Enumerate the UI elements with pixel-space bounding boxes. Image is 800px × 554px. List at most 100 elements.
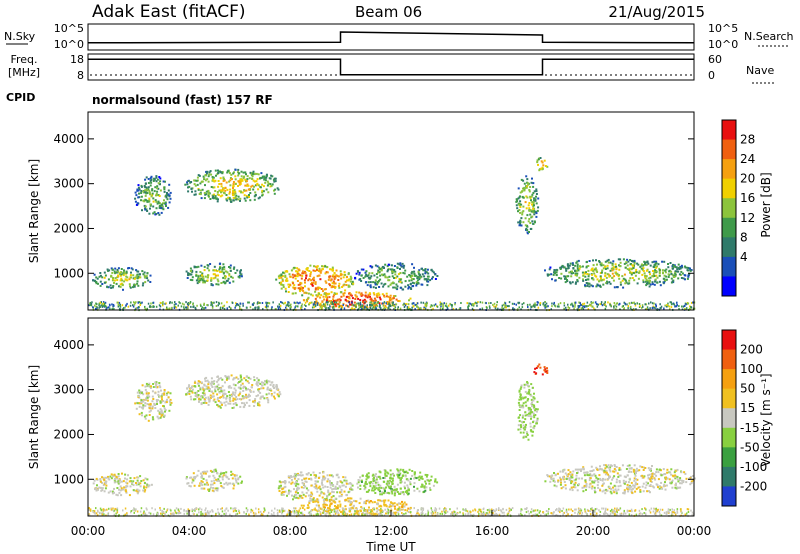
data-cell — [146, 396, 149, 399]
data-cell — [474, 302, 476, 305]
data-cell — [207, 396, 210, 399]
data-cell — [534, 210, 537, 213]
data-cell — [643, 475, 646, 478]
data-cell — [555, 274, 558, 277]
data-cell — [626, 268, 629, 271]
data-cell — [279, 393, 282, 396]
data-cell — [258, 388, 261, 390]
data-cell — [354, 512, 357, 515]
data-cell — [333, 285, 336, 288]
data-cell — [359, 484, 362, 487]
data-cell — [399, 268, 401, 270]
data-cell — [148, 212, 151, 215]
data-cell — [112, 305, 114, 308]
data-cell — [294, 491, 297, 494]
data-cell — [262, 185, 265, 188]
data-cell — [234, 183, 237, 185]
data-cell — [234, 389, 237, 392]
data-cell — [627, 481, 630, 484]
data-cell — [666, 471, 669, 474]
data-cell — [530, 195, 533, 198]
data-cell — [322, 499, 325, 502]
data-cell — [531, 203, 533, 206]
data-cell — [394, 511, 397, 514]
data-cell — [349, 497, 352, 500]
data-cell — [191, 385, 193, 388]
data-cell — [391, 504, 394, 507]
data-cell — [240, 190, 242, 193]
data-cell — [623, 307, 625, 310]
data-cell — [347, 491, 350, 494]
data-cell — [297, 273, 300, 276]
data-cell — [423, 278, 426, 281]
data-cell — [323, 298, 326, 301]
data-cell — [649, 283, 652, 286]
data-cell — [583, 486, 586, 489]
data-cell — [216, 278, 219, 281]
data-cell — [354, 298, 357, 300]
data-cell — [229, 179, 232, 182]
data-cell — [289, 490, 292, 493]
data-cell — [266, 388, 269, 391]
data-cell — [346, 275, 348, 278]
data-cell — [389, 299, 392, 301]
data-cell — [310, 293, 313, 296]
data-cell — [138, 489, 141, 492]
data-cell — [636, 282, 639, 285]
data-cell — [285, 304, 288, 307]
data-cell — [136, 391, 139, 394]
data-cell — [535, 195, 537, 198]
data-cell — [93, 279, 96, 282]
data-cell — [336, 491, 339, 494]
data-cell — [394, 295, 397, 297]
data-cell — [384, 282, 387, 285]
data-cell — [203, 483, 206, 486]
data-cell — [331, 488, 334, 491]
data-cell — [559, 470, 562, 473]
data-cell — [265, 381, 268, 384]
data-cell — [210, 377, 213, 380]
data-cell — [686, 307, 688, 310]
data-cell — [305, 477, 308, 480]
data-cell — [195, 307, 197, 310]
data-cell — [101, 304, 104, 307]
data-cell — [678, 273, 681, 276]
data-cell — [248, 301, 250, 304]
data-cell — [255, 180, 258, 183]
data-cell — [570, 482, 573, 485]
data-cell — [607, 473, 610, 476]
data-cell — [238, 392, 241, 395]
data-cell — [295, 490, 298, 492]
data-cell — [212, 490, 215, 493]
data-cell — [287, 301, 289, 304]
data-cell — [533, 425, 536, 428]
data-cell — [210, 173, 213, 176]
data-cell — [135, 194, 138, 197]
data-cell — [237, 478, 240, 481]
data-cell — [221, 394, 224, 397]
nsky-tick-bottom: 10^0 — [54, 38, 84, 51]
data-cell — [198, 484, 201, 487]
data-cell — [670, 272, 673, 275]
data-cell — [396, 285, 399, 288]
data-cell — [526, 178, 529, 181]
data-cell — [321, 300, 324, 303]
data-cell — [252, 390, 255, 393]
data-cell — [387, 491, 390, 494]
data-cell — [399, 264, 402, 267]
data-cell — [211, 382, 214, 384]
data-cell — [365, 270, 368, 273]
data-cell — [361, 474, 364, 477]
data-cell — [228, 191, 231, 194]
data-cell — [351, 506, 354, 509]
data-cell — [455, 308, 457, 311]
data-cell — [642, 281, 645, 284]
data-cell — [216, 398, 219, 401]
data-cell — [105, 305, 108, 308]
data-cell — [133, 303, 136, 306]
data-cell — [297, 492, 299, 494]
data-cell — [643, 260, 646, 263]
data-cell — [232, 383, 235, 386]
data-cell — [185, 393, 188, 396]
data-cell — [389, 476, 392, 479]
